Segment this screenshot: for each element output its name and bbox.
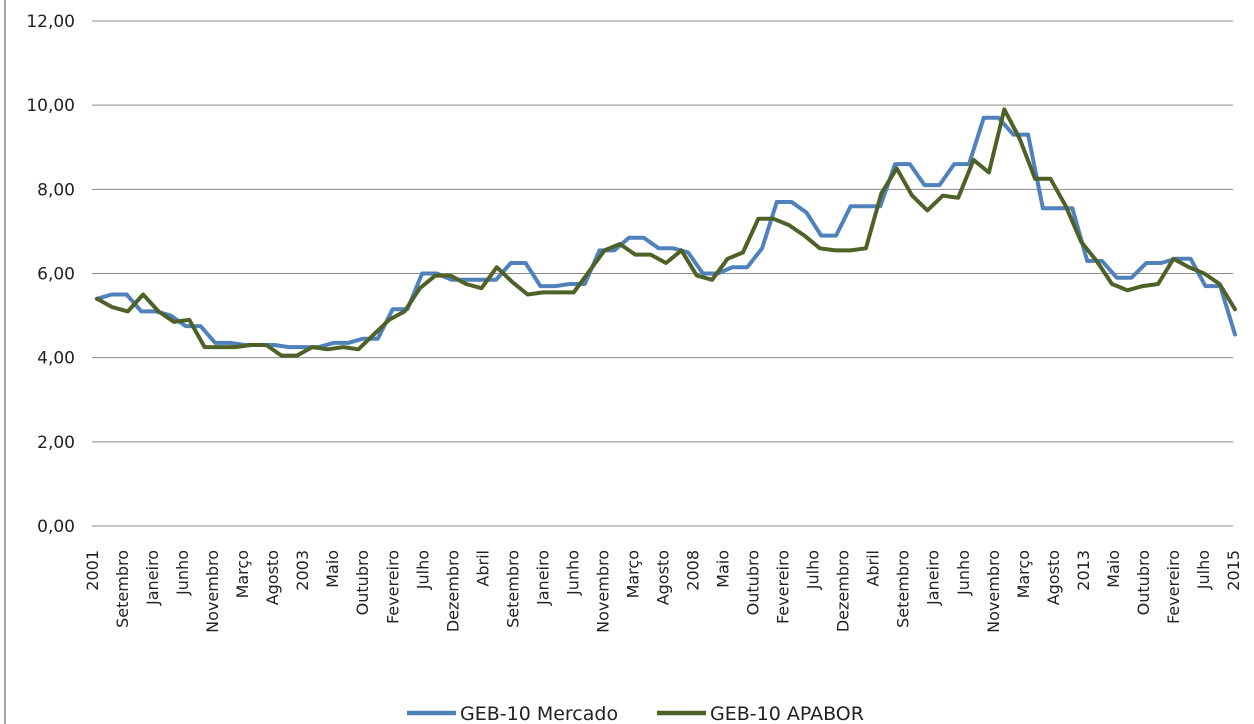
x-tick-label: Outubro [353, 550, 372, 615]
x-tick-label: 2003 [293, 550, 312, 591]
y-axis-ticks: 0,00 2,00 4,00 6,00 8,00 10,00 12,00 [26, 12, 75, 537]
x-tick-label: Março [1014, 550, 1033, 598]
x-tick-label: Maio [323, 550, 342, 588]
y-tick-label: 2,00 [37, 433, 75, 453]
x-tick-label: Outubro [744, 550, 763, 615]
legend-label-mercado: GEB-10 Mercado [460, 703, 618, 724]
legend: GEB-10 Mercado GEB-10 APABOR [407, 703, 864, 724]
x-tick-label: Maio [714, 550, 733, 588]
x-tick-label: Janeiro [533, 550, 552, 606]
legend-label-apabor: GEB-10 APABOR [710, 703, 864, 724]
x-tick-label: Outubro [1134, 550, 1153, 615]
x-tick-label: Maio [1104, 550, 1123, 588]
x-tick-label: Junho [563, 550, 582, 596]
x-tick-label: Março [233, 550, 252, 598]
x-tick-label: Dezembro [443, 550, 462, 632]
x-tick-label: Junho [954, 550, 973, 596]
x-tick-label: Janeiro [143, 550, 162, 606]
x-tick-label: Julho [804, 550, 823, 590]
y-tick-label: 4,00 [37, 349, 75, 369]
x-tick-label: Setembro [113, 550, 132, 628]
x-tick-label: 2008 [684, 550, 703, 591]
x-tick-label: Abril [864, 550, 883, 587]
x-tick-label: Novembro [984, 550, 1003, 633]
y-tick-label: 6,00 [37, 265, 75, 285]
x-tick-label: Julho [413, 550, 432, 590]
x-tick-label: Fevereiro [383, 550, 402, 624]
y-tick-label: 8,00 [37, 180, 75, 200]
series-line-0 [95, 115, 1237, 350]
x-tick-label: 2001 [83, 550, 102, 591]
x-tick-label: Agosto [263, 550, 282, 605]
y-tick-label: 12,00 [26, 12, 75, 32]
x-tick-label: Julho [1194, 550, 1213, 590]
series-lines [95, 107, 1237, 358]
x-tick-label: Novembro [203, 550, 222, 633]
x-tick-label: Agosto [654, 550, 673, 605]
x-tick-label: Setembro [894, 550, 913, 628]
x-tick-label: Junho [173, 550, 192, 596]
x-tick-label: 2013 [1074, 550, 1093, 591]
x-tick-label: Agosto [1044, 550, 1063, 605]
series-line-1 [95, 107, 1237, 358]
x-tick-label: 2015 [1224, 550, 1243, 591]
x-axis-ticks: 2001 Setembro Janeiro Junho Novembro Março Ago… [83, 550, 1243, 633]
x-tick-label: Janeiro [924, 550, 943, 606]
x-tick-label: Setembro [503, 550, 522, 628]
x-tick-label: Março [623, 550, 642, 598]
x-tick-label: Fevereiro [774, 550, 793, 624]
x-tick-label: Abril [473, 550, 492, 587]
y-tick-label: 10,00 [26, 96, 75, 116]
x-tick-label: Dezembro [834, 550, 853, 632]
x-tick-label: Novembro [593, 550, 612, 633]
x-tick-label: Fevereiro [1164, 550, 1183, 624]
gridlines [92, 20, 1233, 527]
y-tick-label: 0,00 [37, 517, 75, 537]
